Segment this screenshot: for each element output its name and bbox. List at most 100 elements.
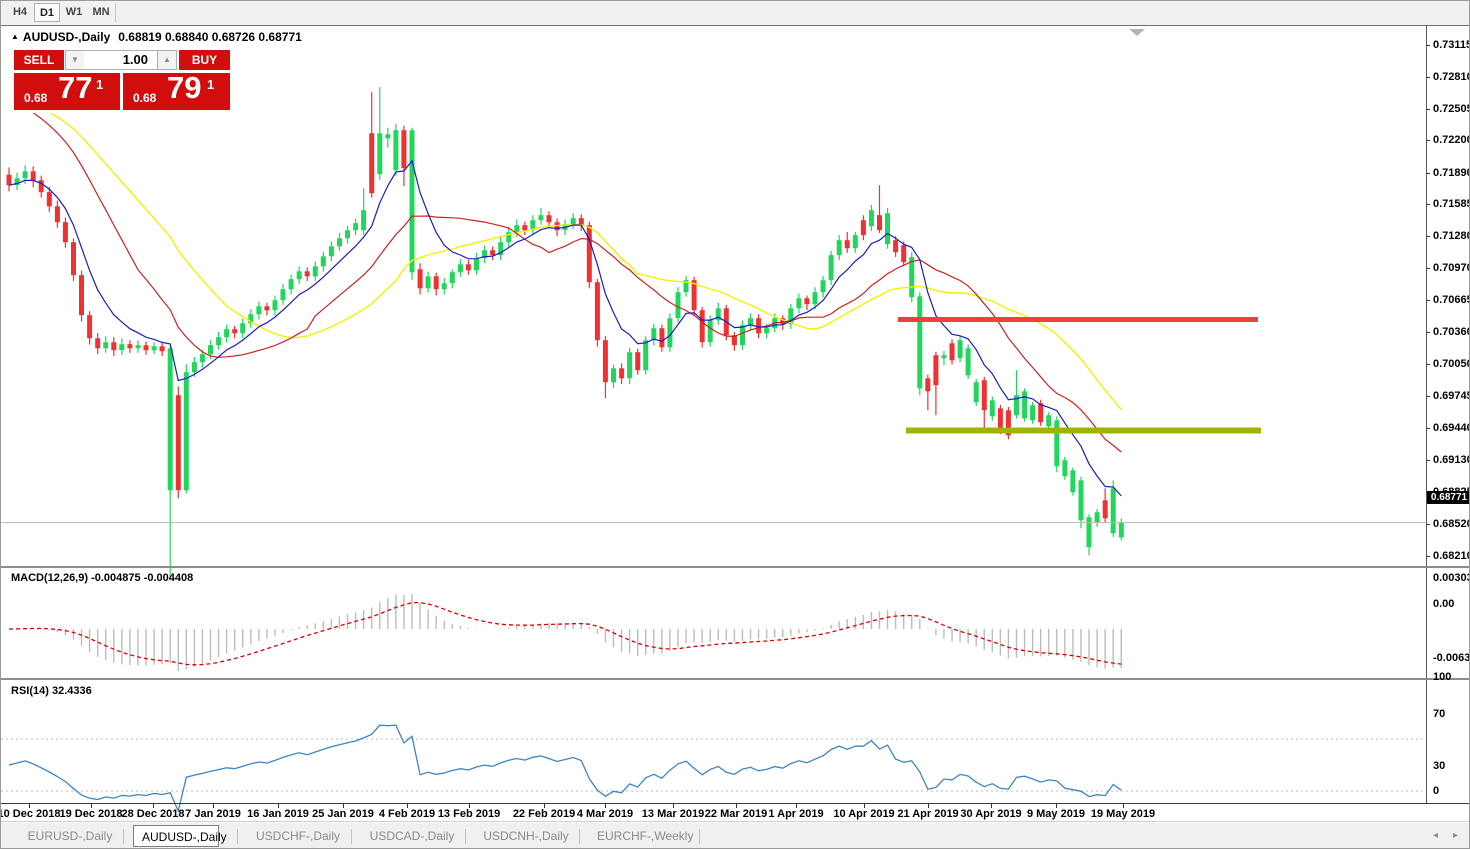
tab-separator — [579, 829, 580, 844]
date-tick-label: 1 Apr 2019 — [768, 808, 824, 820]
date-tick-mark — [343, 804, 344, 808]
symbol-name: AUDUSD-,Daily — [22, 30, 111, 44]
price-tick-mark — [1426, 204, 1430, 205]
toolbar-divider — [115, 3, 116, 22]
date-tick-label: 22 Feb 2019 — [512, 808, 576, 820]
date-tick-label: 16 Jan 2019 — [247, 808, 309, 820]
price-tick-label: 0.73115 — [1433, 39, 1470, 51]
price-tick-label: 0.72810 — [1433, 71, 1470, 83]
tab-separator — [123, 829, 124, 844]
chart-tab-usdcaddaily[interactable]: USDCAD-,Daily — [369, 829, 455, 843]
buy-price-button[interactable]: 0.68 79 1 — [123, 70, 230, 110]
price-tick-mark — [1426, 140, 1430, 141]
tabs-scroll-right-icon[interactable]: ▸ — [1453, 830, 1459, 841]
chart-tab-audusddaily[interactable]: AUDUSD-,Daily — [133, 825, 227, 847]
price-tick-label: 0.69745 — [1433, 390, 1470, 402]
price-tick-mark — [1426, 173, 1430, 174]
price-tick-label: 0.69130 — [1433, 454, 1470, 466]
volume-increase-button[interactable]: ▲ — [157, 50, 177, 70]
price-tick-label: 0.69440 — [1433, 422, 1470, 434]
date-tick-label: 10 Dec 2018 — [0, 808, 61, 820]
date-tick-mark — [407, 804, 408, 808]
volume-decrease-button[interactable]: ▼ — [65, 50, 85, 70]
date-tick-label: 10 Apr 2019 — [833, 808, 895, 820]
date-tick-label: 13 Mar 2019 — [641, 808, 705, 820]
date-tick-label: 21 Apr 2019 — [897, 808, 959, 820]
date-tick-label: 22 Mar 2019 — [704, 808, 768, 820]
chart-title: ▲ AUDUSD-,Daily 0.68819 0.68840 0.68726 0.… — [11, 30, 302, 44]
sell-price-pips: 77 — [58, 70, 93, 105]
chart-tab-eurusddaily[interactable]: EURUSD-,Daily — [27, 829, 113, 843]
chart-tab-usdcnhdaily[interactable]: USDCNH-,Daily — [483, 829, 569, 843]
price-tick-label: 0.72200 — [1433, 134, 1470, 146]
panel-separator[interactable] — [1, 566, 1469, 568]
tabs-scroll-left-icon[interactable]: ◂ — [1433, 830, 1439, 841]
chart-canvas[interactable] — [1, 25, 1469, 827]
tab-separator — [699, 829, 700, 844]
date-tick-label: 30 Apr 2019 — [960, 808, 1022, 820]
date-tick-mark — [213, 804, 214, 808]
panel-separator[interactable] — [1, 678, 1469, 680]
date-tick-mark — [1123, 804, 1124, 808]
price-tick-mark — [1426, 45, 1430, 46]
timeframe-button-h4[interactable]: H4 — [12, 6, 28, 18]
date-tick-label: 4 Mar 2019 — [576, 808, 634, 820]
rsi-tick-label: 100 — [1433, 671, 1452, 683]
timeframe-button-d1[interactable]: D1 — [34, 3, 60, 22]
macd-tick-label: 0.00 — [1433, 598, 1455, 610]
date-tick-mark — [469, 804, 470, 808]
macd-chart[interactable] — [1, 594, 1426, 702]
price-tick-mark — [1426, 524, 1430, 525]
price-tick-mark — [1426, 109, 1430, 110]
price-tick-mark — [1426, 268, 1430, 269]
date-tick-label: 7 Jan 2019 — [185, 808, 241, 820]
price-tick-label: 0.71280 — [1433, 230, 1470, 242]
date-tick-label: 4 Feb 2019 — [378, 808, 436, 820]
volume-input[interactable]: 1.00 — [84, 50, 158, 70]
sell-price-point: 1 — [96, 77, 104, 92]
price-tick-label: 0.71585 — [1433, 198, 1470, 210]
ohlc-values: 0.68819 0.68840 0.68726 0.68771 — [118, 30, 302, 44]
date-tick-label: 28 Dec 2018 — [121, 808, 185, 820]
date-tick-mark — [673, 804, 674, 808]
date-tick-mark — [278, 804, 279, 808]
macd-tick-label: 0.003035 — [1433, 572, 1469, 584]
date-tick-mark — [1056, 804, 1057, 808]
date-tick-mark — [153, 804, 154, 808]
buy-price-big-figure: 0.68 — [133, 91, 157, 105]
price-chart[interactable] — [1, 51, 1426, 591]
buy-price-pips: 79 — [167, 70, 202, 105]
price-tick-mark — [1426, 364, 1430, 365]
rsi-chart[interactable] — [1, 706, 1426, 827]
price-tick-label: 0.68210 — [1433, 550, 1470, 562]
tab-separator — [465, 829, 466, 844]
rsi-tick-label: 0 — [1433, 785, 1440, 797]
macd-tick-label: -0.006311 — [1433, 652, 1470, 664]
tabbar-border — [1, 821, 1469, 822]
price-tick-label: 0.72505 — [1433, 103, 1470, 115]
chart-tab-eurchfweekly[interactable]: EURCHF-,Weekly — [597, 829, 694, 843]
buy-price-point: 1 — [207, 77, 215, 92]
timeframe-button-mn[interactable]: MN — [92, 6, 110, 18]
price-tick-mark — [1426, 428, 1430, 429]
chart-shift-marker-icon[interactable] — [1129, 29, 1145, 36]
date-tick-mark — [605, 804, 606, 808]
chart-tab-usdchfdaily[interactable]: USDCHF-,Daily — [256, 829, 340, 843]
price-tick-mark — [1426, 300, 1430, 301]
timeframe-button-w1[interactable]: W1 — [65, 6, 83, 18]
date-tick-label: 25 Jan 2019 — [312, 808, 374, 820]
price-axis-border — [1426, 26, 1427, 804]
date-tick-mark — [736, 804, 737, 808]
price-tick-mark — [1426, 556, 1430, 557]
sell-price-button[interactable]: 0.68 77 1 — [14, 70, 120, 110]
price-tick-label: 0.70360 — [1433, 326, 1470, 338]
tab-separator — [237, 829, 238, 844]
price-tick-mark — [1426, 396, 1430, 397]
buy-button[interactable]: BUY — [179, 50, 230, 70]
date-tick-mark — [928, 804, 929, 808]
sell-button[interactable]: SELL — [14, 50, 64, 70]
one-click-trading-panel: SELL ▼ 1.00 ▲ BUY 0.68 77 1 0.68 79 1 — [9, 45, 235, 113]
rsi-tick-label: 70 — [1433, 708, 1446, 720]
collapse-triangle-icon[interactable]: ▲ — [11, 32, 19, 41]
price-tick-mark — [1426, 77, 1430, 78]
